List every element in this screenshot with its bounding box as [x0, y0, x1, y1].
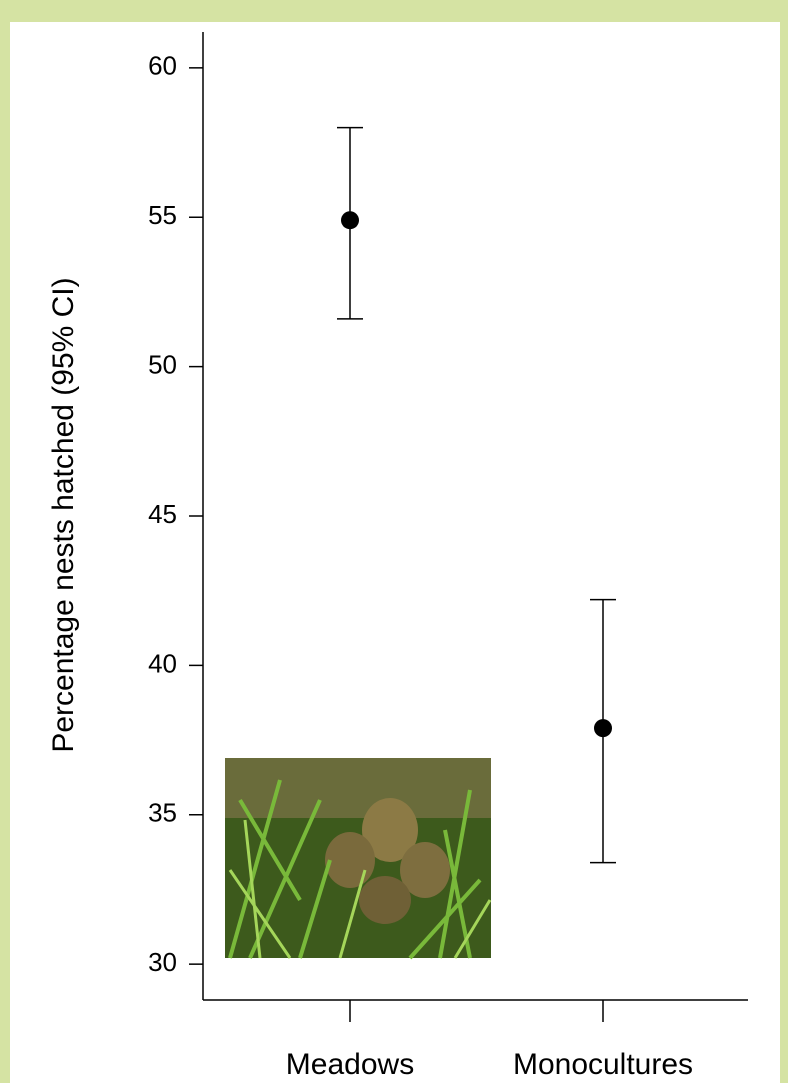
y-tick-label: 60: [148, 51, 177, 81]
y-tick-label: 45: [148, 499, 177, 529]
y-tick-label: 35: [148, 798, 177, 828]
page: {"chart_data": {"type": "errorbar", "y_l…: [0, 0, 788, 1083]
y-tick-label: 40: [148, 648, 177, 678]
x-tick-label: Monocultures: [513, 1048, 693, 1081]
y-tick-label: 30: [148, 947, 177, 977]
point: [341, 211, 359, 229]
y-tick-label: 55: [148, 200, 177, 230]
x-tick-label: Meadows: [286, 1048, 414, 1081]
y-axis-label: Percentage nests hatched (95% CI): [47, 277, 80, 752]
point: [594, 719, 612, 737]
nest-photo: [225, 758, 491, 958]
y-tick-label: 50: [148, 349, 177, 379]
chart: Percentage nests hatched (95% CI) 30 35 40…: [0, 0, 788, 1083]
